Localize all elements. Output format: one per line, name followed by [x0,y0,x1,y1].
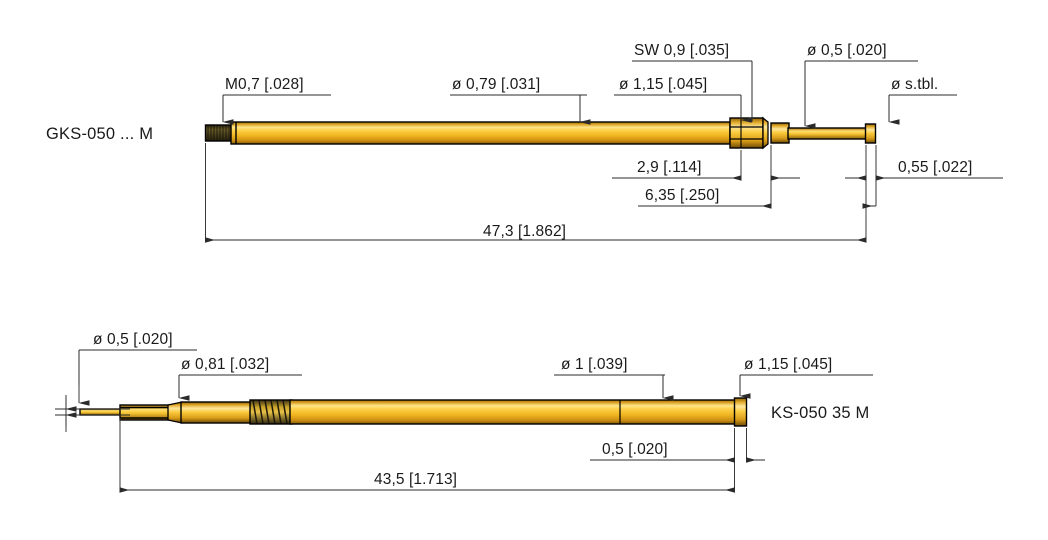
dim-6-35-text: 6,35 [.250] [645,187,719,204]
lower-dim-0-5: 0,5 [.020] [590,441,765,463]
lower-callout-tip-dia-text: ø 0,5 [.020] [93,331,173,348]
lower-tip-shaft [119,404,170,421]
lower-dim-0-5-text: 0,5 [.020] [602,441,668,458]
lower-mid-shaft [180,401,252,424]
upper-probe-body [204,116,877,150]
callout-plunger-dia: ø 0,5 [.020] [804,42,918,129]
dim-0-55: 0,55 [.022] [845,159,1003,181]
lower-tip-height-dim [55,385,130,432]
dim-total-upper: 47,3 [1.862] [205,223,867,243]
lower-part-label: KS-050 35 M [771,404,870,422]
lower-callout-barrel-dia: ø 1 [.039] [554,356,674,401]
lower-drawing: KS-050 35 M ø 0,5 [.020] ø 0,81 [.032] ø… [55,331,873,493]
dim-2-9: 2,9 [.114] [612,159,800,181]
callout-tip-dia: ø s.tbl. [888,76,957,125]
hex-head-section [729,116,769,150]
lower-callout-end-dia: ø 1,15 [.045] [739,356,873,399]
lower-dim-total-text: 43,5 [1.713] [374,471,457,488]
callout-thread-text: M0,7 [.028] [225,76,304,93]
threaded-section [204,124,233,142]
collar-section [770,122,790,144]
callout-barrel-dia: ø 0,79 [.031] [450,76,591,125]
upper-part-label: GKS-050 ... M [46,125,153,143]
lower-callout-taper-dia-text: ø 0,81 [.032] [181,356,269,373]
callout-head-dia: ø 1,15 [.045] [614,76,752,123]
main-barrel [230,121,731,145]
plunger-shaft [787,127,867,140]
callout-wrench-flat-text: SW 0,9 [.035] [634,42,729,59]
lower-main-barrel [289,399,736,425]
end-tip [864,123,877,144]
lower-callout-end-dia-text: ø 1,15 [.045] [744,356,832,373]
callout-barrel-dia-text: ø 0,79 [.031] [452,76,540,93]
lower-callout-barrel-dia-text: ø 1 [.039] [561,356,627,373]
callout-wrench-flat: SW 0,9 [.035] [632,42,753,122]
lower-end-head [733,397,748,427]
spring-section [249,399,293,425]
lower-dim-total: 43,5 [1.713] [119,471,735,493]
callout-head-dia-text: ø 1,15 [.045] [619,76,707,93]
callout-plunger-dia-text: ø 0,5 [.020] [807,42,887,59]
dim-6-35: 6,35 [.250] [638,187,876,209]
lower-callout-taper-dia: ø 0,81 [.032] [178,356,302,401]
upper-drawing: GKS-050 ... M M0,7 [.028] ø 0,79 [.031] … [46,42,1003,243]
callout-thread: M0,7 [.028] [222,76,331,125]
dim-0-55-text: 0,55 [.022] [898,159,972,176]
dim-total-upper-text: 47,3 [1.862] [483,223,566,240]
lower-probe-body [79,397,748,427]
callout-tip-dia-text: ø s.tbl. [891,76,938,93]
lower-taper [167,401,183,424]
dim-2-9-text: 2,9 [.114] [637,159,701,176]
upper-extension-lines [205,143,877,240]
lower-tip [79,408,123,416]
